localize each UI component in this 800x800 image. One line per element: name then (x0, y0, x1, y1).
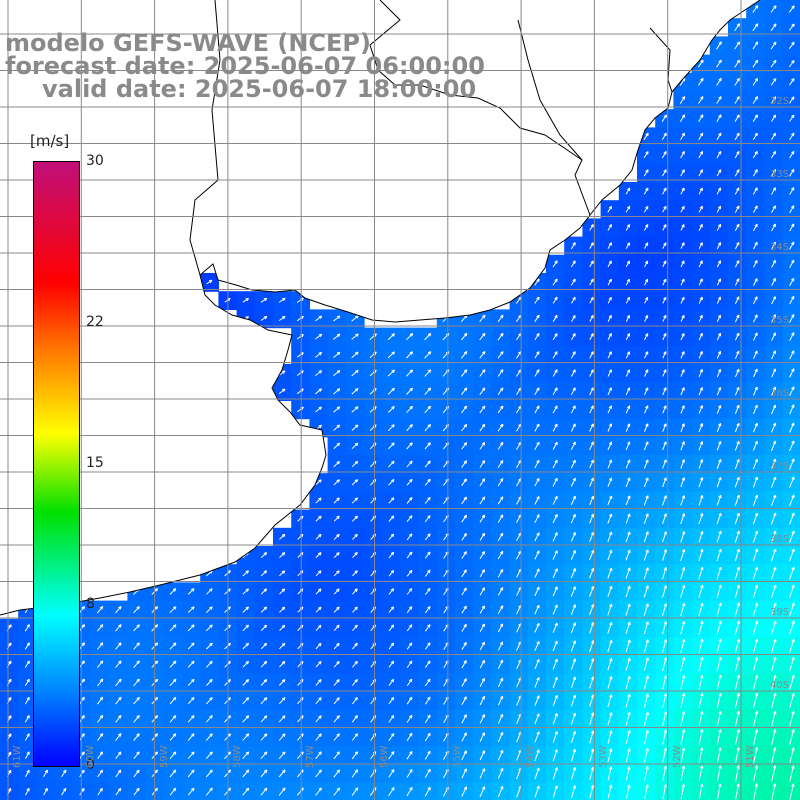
longitude-label: 52W (671, 745, 683, 768)
latitude-label: 32S (770, 96, 790, 107)
longitude-label: 60W (85, 745, 97, 768)
longitude-label: 55W (451, 745, 463, 768)
longitude-label: 53W (598, 745, 610, 768)
legend-unit-label: [m/s] (30, 132, 70, 150)
longitude-label: 56W (378, 745, 390, 768)
longitude-label: 51W (745, 745, 756, 768)
latitude-label: 39S (770, 607, 790, 618)
latitude-label: 33S (770, 169, 790, 180)
valid-date: valid date: 2025-06-07 18:00:00 (42, 75, 477, 103)
latitude-label: 40S (770, 680, 790, 691)
longitude-label: 58W (231, 745, 243, 768)
latitude-label: 38S (770, 534, 790, 545)
latitude-label: 35S (770, 315, 790, 326)
longitude-label: 59W (158, 745, 170, 768)
longitude-label: 61W (12, 745, 23, 768)
colorbar (33, 161, 80, 767)
legend-tick-label: 22 (86, 314, 104, 331)
legend-tick-label: 8 (86, 595, 95, 612)
latitude-label: 37S (770, 461, 790, 472)
longitude-label: 54W (525, 745, 537, 768)
longitude-label: 57W (305, 745, 317, 768)
latitude-label: 36S (770, 388, 790, 399)
latitude-label: 34S (770, 242, 790, 253)
legend-tick-label: 15 (86, 455, 104, 471)
legend-tick-label: 30 (86, 153, 104, 169)
